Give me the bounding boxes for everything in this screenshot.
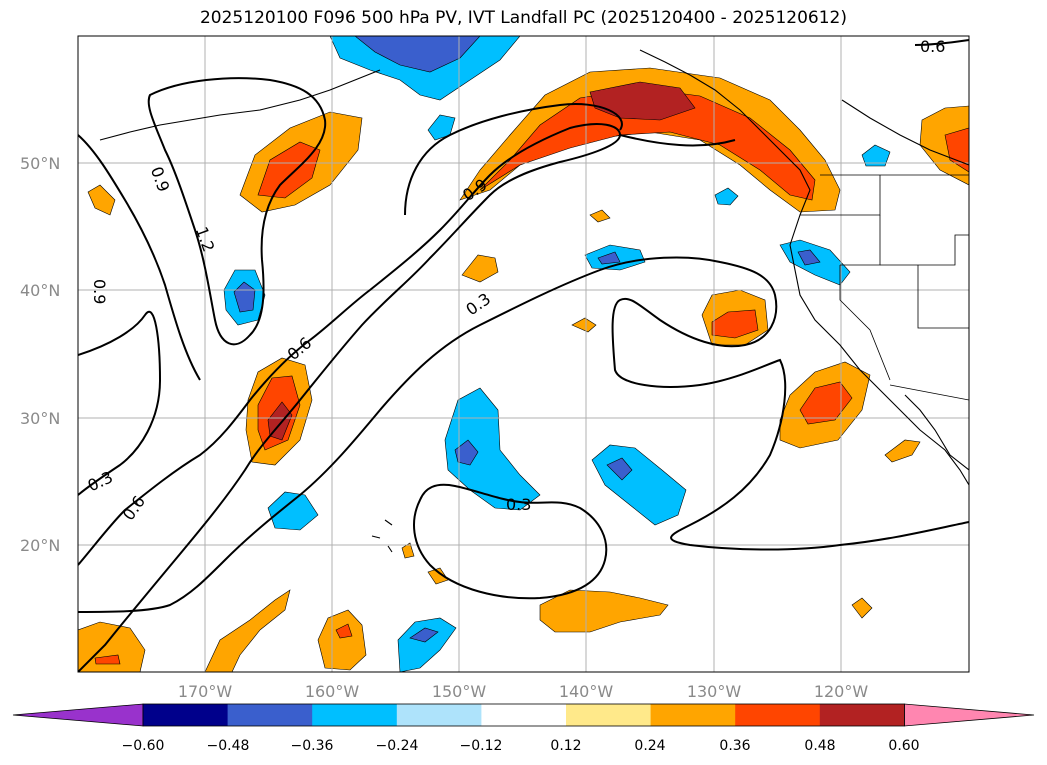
- state-borders: [800, 174, 969, 401]
- lat-label-20n: 20°N: [20, 536, 60, 555]
- colorbar-tick: 0.48: [804, 738, 835, 754]
- colorbar-tick: −0.48: [207, 738, 250, 754]
- longitude-labels: 170°W 160°W 150°W 140°W 130°W 120°W: [178, 682, 869, 701]
- lon-label-160w: 160°W: [305, 682, 360, 701]
- colorbar-extend-min: [12, 703, 144, 727]
- lon-label-150w: 150°W: [432, 682, 487, 701]
- graticule: [78, 36, 969, 672]
- colorbar-segment: [819, 704, 905, 726]
- pv-contours: [78, 39, 969, 672]
- colorbar-tick: 0.60: [888, 738, 919, 754]
- lat-label-40n: 40°N: [20, 281, 60, 300]
- map-frame: [77, 35, 970, 673]
- lon-label-140w: 140°W: [559, 682, 614, 701]
- contour-label: 0.3: [506, 495, 531, 514]
- latitude-labels: 50°N 40°N 30°N 20°N: [20, 154, 60, 555]
- colorbar-tick: −0.36: [291, 738, 334, 754]
- colorbar: [12, 703, 1035, 727]
- colorbar-segment: [650, 704, 736, 726]
- colorbar-segment: [566, 704, 652, 726]
- colorbar-tick: −0.24: [376, 738, 419, 754]
- colorbar-tick: 0.12: [550, 738, 581, 754]
- colorbar-ticks: −0.60 −0.48 −0.36 −0.24 −0.12 0.12 0.24 …: [122, 738, 920, 754]
- map-title: 2025120100 F096 500 hPa PV, IVT Landfall…: [199, 8, 847, 28]
- colorbar-tick: 0.24: [634, 738, 665, 754]
- colorbar-segment: [481, 704, 567, 726]
- contour-label: 0.6: [920, 37, 945, 56]
- colorbar-segment: [227, 704, 313, 726]
- lon-label-120w: 120°W: [814, 682, 869, 701]
- colorbar-extend-max: [904, 703, 1035, 727]
- lat-label-30n: 30°N: [20, 409, 60, 428]
- colorbar-segment: [735, 704, 821, 726]
- colorbar-tick: 0.36: [719, 738, 750, 754]
- colorbar-segment: [396, 704, 482, 726]
- contour-label: 0.9: [90, 279, 109, 304]
- colorbar-segment: [143, 704, 229, 726]
- colorbar-tick: −0.12: [460, 738, 503, 754]
- lat-label-50n: 50°N: [20, 154, 60, 173]
- lon-label-130w: 130°W: [687, 682, 742, 701]
- colorbar-segment: [312, 704, 398, 726]
- colorbar-tick: −0.60: [122, 738, 165, 754]
- lon-label-170w: 170°W: [178, 682, 233, 701]
- coastlines: [99, 49, 969, 553]
- colorbar-outline: [142, 703, 905, 727]
